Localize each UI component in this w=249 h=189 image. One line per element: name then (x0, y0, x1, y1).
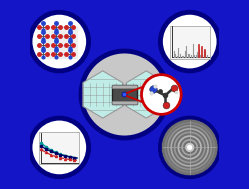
Circle shape (160, 12, 219, 71)
FancyBboxPatch shape (40, 26, 78, 59)
FancyBboxPatch shape (112, 85, 137, 104)
Circle shape (161, 119, 218, 176)
Polygon shape (83, 71, 123, 118)
Polygon shape (117, 86, 197, 156)
FancyBboxPatch shape (39, 132, 79, 164)
Polygon shape (52, 86, 132, 156)
FancyBboxPatch shape (112, 85, 137, 88)
Circle shape (141, 75, 181, 114)
FancyBboxPatch shape (170, 26, 210, 59)
Polygon shape (117, 33, 197, 103)
Circle shape (122, 92, 127, 97)
Circle shape (30, 12, 89, 71)
FancyBboxPatch shape (112, 101, 137, 104)
Circle shape (30, 118, 89, 177)
Circle shape (160, 118, 219, 177)
Polygon shape (126, 71, 166, 118)
Polygon shape (52, 33, 132, 103)
Circle shape (187, 145, 192, 150)
Circle shape (81, 51, 168, 138)
